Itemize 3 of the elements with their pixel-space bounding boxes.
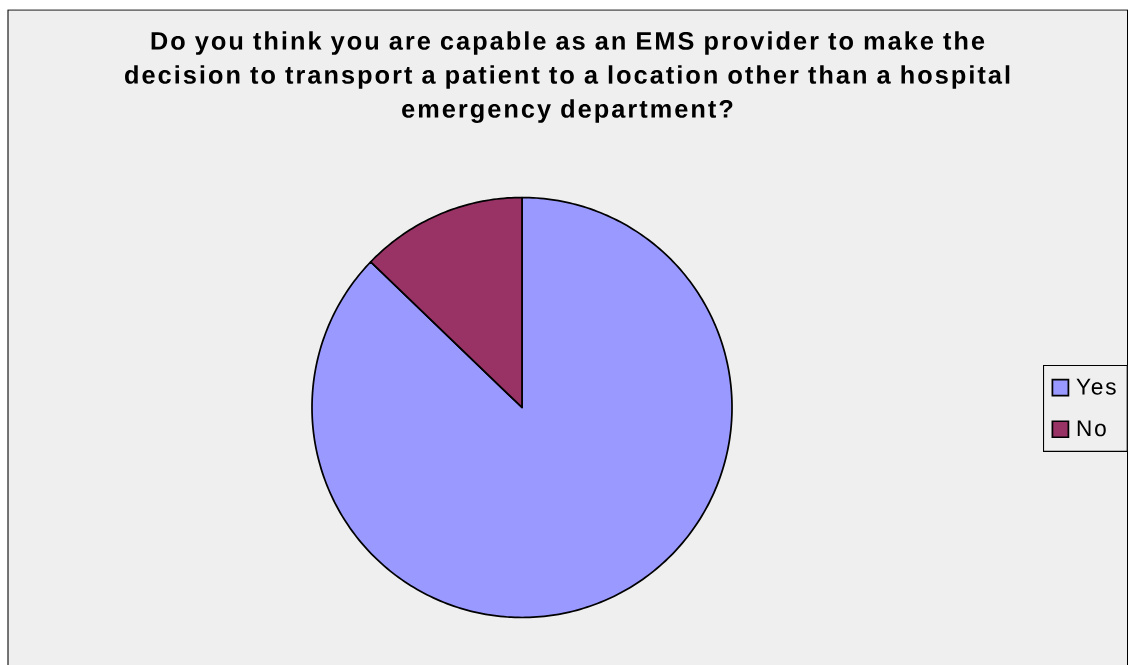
legend-label: No xyxy=(1077,420,1106,437)
chart-title: Do you think you are capable as an EMS provider to make the decision to transport a patient to a location other than a hospital emergency department? xyxy=(125,31,1010,123)
legend-label: Yes xyxy=(1076,378,1116,395)
